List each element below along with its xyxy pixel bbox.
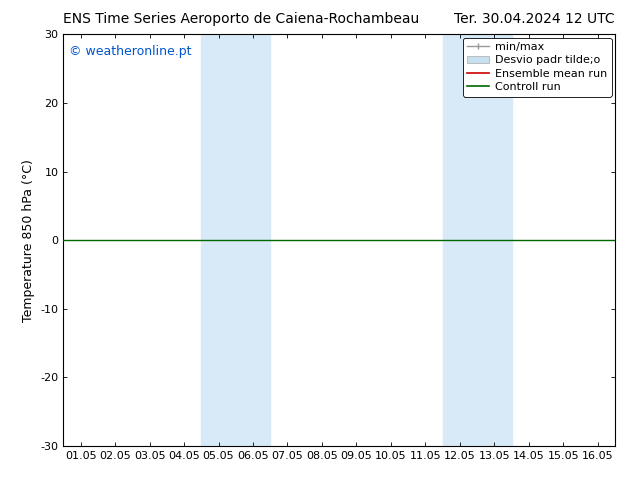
Legend: min/max, Desvio padr tilde;o, Ensemble mean run, Controll run: min/max, Desvio padr tilde;o, Ensemble m… [463,38,612,97]
Text: ENS Time Series Aeroporto de Caiena-Rochambeau: ENS Time Series Aeroporto de Caiena-Roch… [63,12,420,26]
Bar [443,34,512,446]
Text: Ter. 30.04.2024 12 UTC: Ter. 30.04.2024 12 UTC [455,12,615,26]
Y-axis label: Temperature 850 hPa (°C): Temperature 850 hPa (°C) [22,159,35,321]
Text: © weatheronline.pt: © weatheronline.pt [69,45,191,58]
Bar [202,34,270,446]
